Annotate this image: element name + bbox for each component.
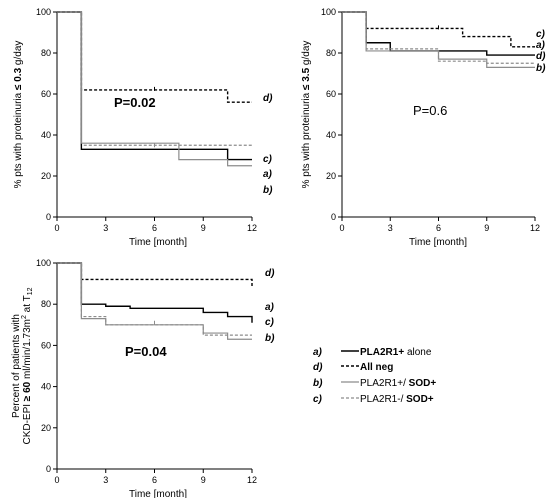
x-tick-label: 3 [103, 475, 108, 485]
series-c-line [342, 11, 535, 48]
y-tick-label: 20 [41, 171, 51, 181]
y-tick-label: 80 [326, 48, 336, 58]
x-tick-label: 6 [436, 223, 441, 233]
x-tick-label: 12 [530, 223, 540, 233]
curve-label-d: d) [536, 51, 546, 62]
x-tick-label: 3 [103, 223, 108, 233]
p-value-annotation: P=0.02 [114, 95, 156, 110]
p-value-annotation: P=0.6 [413, 103, 447, 118]
y-axis-label-line1: Percent of patients with [11, 314, 22, 418]
x-tick-label: 3 [388, 223, 393, 233]
p-value-annotation: P=0.04 [125, 344, 167, 359]
curve-label-d: d) [263, 93, 273, 104]
y-tick-label: 60 [41, 89, 51, 99]
y-tick-label: 20 [326, 171, 336, 181]
series-b-line [57, 11, 252, 167]
curve-label-b: b) [536, 63, 546, 74]
series-c-line [57, 11, 252, 146]
y-tick-label: 20 [41, 423, 51, 433]
legend: a) PLA2R1+ alone d) All neg b) PLA2R1+/ SOD+ c… [313, 347, 436, 405]
legend-text-b: PLA2R1+/ SOD+ [360, 378, 436, 389]
x-axis-label: Time [month] [129, 489, 187, 498]
curve-label-b: b) [263, 185, 273, 196]
x-tick-label: 12 [247, 223, 257, 233]
y-axis-label: % pts with proteinuria ≤ 0.3 g/day [13, 41, 24, 189]
x-tick-label: 9 [201, 475, 206, 485]
curve-label-b: b) [265, 333, 275, 344]
curve-label-a: a) [265, 302, 275, 313]
x-tick-label: 0 [339, 223, 344, 233]
y-tick-label: 80 [41, 48, 51, 58]
y-tick-label: 40 [41, 130, 51, 140]
y-tick-label: 0 [331, 212, 336, 222]
y-tick-label: 60 [326, 89, 336, 99]
legend-text-a: PLA2R1+ alone [360, 347, 432, 358]
chart-top-right: 0 20 40 60 80 100 0 3 6 9 12 Time [month] % pts with… [301, 7, 546, 248]
curve-label-a: a) [263, 169, 273, 180]
curve-label-d: d) [265, 268, 275, 279]
x-tick-label: 9 [201, 223, 206, 233]
curve-label-c: c) [265, 317, 275, 328]
curve-label-a: a) [536, 40, 546, 51]
y-tick-label: 40 [326, 130, 336, 140]
x-tick-label: 0 [54, 475, 59, 485]
y-tick-label: 40 [41, 382, 51, 392]
legend-label-d: d) [313, 362, 323, 373]
legend-label-b: b) [313, 378, 323, 389]
y-tick-label: 100 [321, 7, 336, 17]
x-axis-label: Time [month] [409, 237, 467, 248]
y-tick-label: 0 [46, 464, 51, 474]
y-tick-label: 60 [41, 340, 51, 350]
series-b-line [57, 262, 252, 340]
x-axis-label: Time [month] [129, 237, 187, 248]
series-a-line [57, 11, 252, 161]
legend-label-a: a) [313, 347, 323, 358]
x-tick-label: 6 [152, 223, 157, 233]
y-tick-label: 100 [36, 7, 51, 17]
x-tick-label: 0 [54, 223, 59, 233]
legend-text-c: PLA2R1-/ SOD+ [360, 394, 434, 405]
curve-label-c: c) [263, 154, 273, 165]
series-b-line [342, 11, 535, 68]
y-tick-label: 80 [41, 299, 51, 309]
x-tick-label: 9 [484, 223, 489, 233]
series-d-line [57, 262, 253, 288]
y-tick-label: 100 [36, 258, 51, 268]
series-a-line [57, 262, 253, 323]
y-axis-label-line2: CKD-EPI ≥ 60 ml/min/1.73m2 at T12 [21, 287, 34, 444]
x-tick-label: 6 [152, 475, 157, 485]
chart-bottom-left: 0 20 40 60 80 100 0 3 6 9 12 Time [month] Percent of… [11, 258, 275, 498]
chart-top-left: 0 20 40 60 80 100 0 3 6 9 12 Time [month] % pts with… [13, 7, 273, 248]
x-tick-label: 12 [247, 475, 257, 485]
legend-text-d: All neg [360, 362, 393, 373]
y-axis-label: % pts with proteinuria ≤ 3.5 g/day [301, 41, 312, 189]
y-tick-label: 0 [46, 212, 51, 222]
legend-label-c: c) [313, 394, 323, 405]
curve-label-c: c) [536, 29, 546, 40]
